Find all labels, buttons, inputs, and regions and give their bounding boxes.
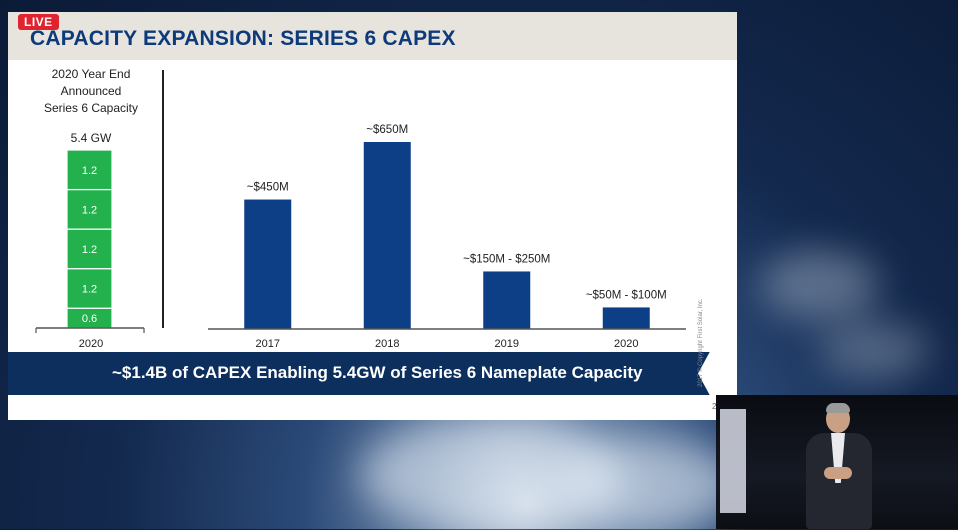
- capex-data-label: ~$150M - $250M: [463, 253, 550, 265]
- capacity-segment-label: 1.2: [82, 244, 97, 256]
- capacity-segment-label: 1.2: [82, 283, 97, 295]
- capex-data-label: ~$650M: [366, 124, 408, 136]
- capacity-segment-label: 1.2: [82, 204, 97, 216]
- capex-x-tick-label: 2017: [256, 338, 280, 350]
- live-badge: LIVE: [18, 14, 59, 30]
- capacity-segment-label: 1.2: [82, 165, 97, 177]
- speaker-video: [716, 395, 958, 529]
- capacity-title-line: Series 6 Capacity: [44, 101, 138, 115]
- capex-bar: [602, 307, 650, 329]
- summary-banner: [8, 352, 737, 395]
- capacity-total-label: 5.4 GW: [71, 131, 112, 145]
- capex-x-tick-label: 2019: [495, 338, 519, 350]
- capex-x-tick-label: 2020: [614, 338, 638, 350]
- capex-bar: [244, 199, 292, 329]
- chart-divider: [162, 70, 164, 328]
- speaker-hands: [824, 467, 852, 479]
- capacity-segment: [66, 149, 113, 191]
- capex-bar: [363, 142, 411, 329]
- capacity-stacked-chart: 2020 Year End Announced Series 6 Capacity 5…: [35, 67, 145, 350]
- cloud-3: [760, 250, 880, 320]
- capex-bar: [483, 271, 531, 329]
- capacity-title-line: Announced: [61, 84, 122, 98]
- capacity-segment-label: 0.6: [82, 313, 97, 325]
- capacity-title-line: 2020 Year End: [52, 67, 131, 81]
- capacity-segment: [66, 228, 113, 270]
- capex-data-label: ~$50M - $100M: [586, 289, 667, 301]
- banner-text: ~$1.4B of CAPEX Enabling 5.4GW of Series…: [112, 363, 643, 382]
- capex-bar-chart: ~$450M 2017 ~$650M 2018 ~$150M - $250M 2019 ~$…: [208, 124, 686, 350]
- presentation-slide: CAPACITY EXPANSION: SERIES 6 CAPEX 2020 …: [8, 12, 737, 420]
- stage-screen: [720, 409, 746, 513]
- copyright-text: 2017 © Copyright First Solar, Inc.: [698, 298, 704, 387]
- slide-title: CAPACITY EXPANSION: SERIES 6 CAPEX: [30, 27, 456, 50]
- speaker-hair: [826, 403, 850, 413]
- capacity-x-tick-label: 2020: [79, 338, 103, 350]
- slide-header: [8, 12, 737, 60]
- capex-data-label: ~$450M: [247, 182, 289, 194]
- cloud-4: [820, 320, 930, 380]
- capex-x-tick-label: 2018: [375, 338, 399, 350]
- cloud-2: [560, 440, 740, 530]
